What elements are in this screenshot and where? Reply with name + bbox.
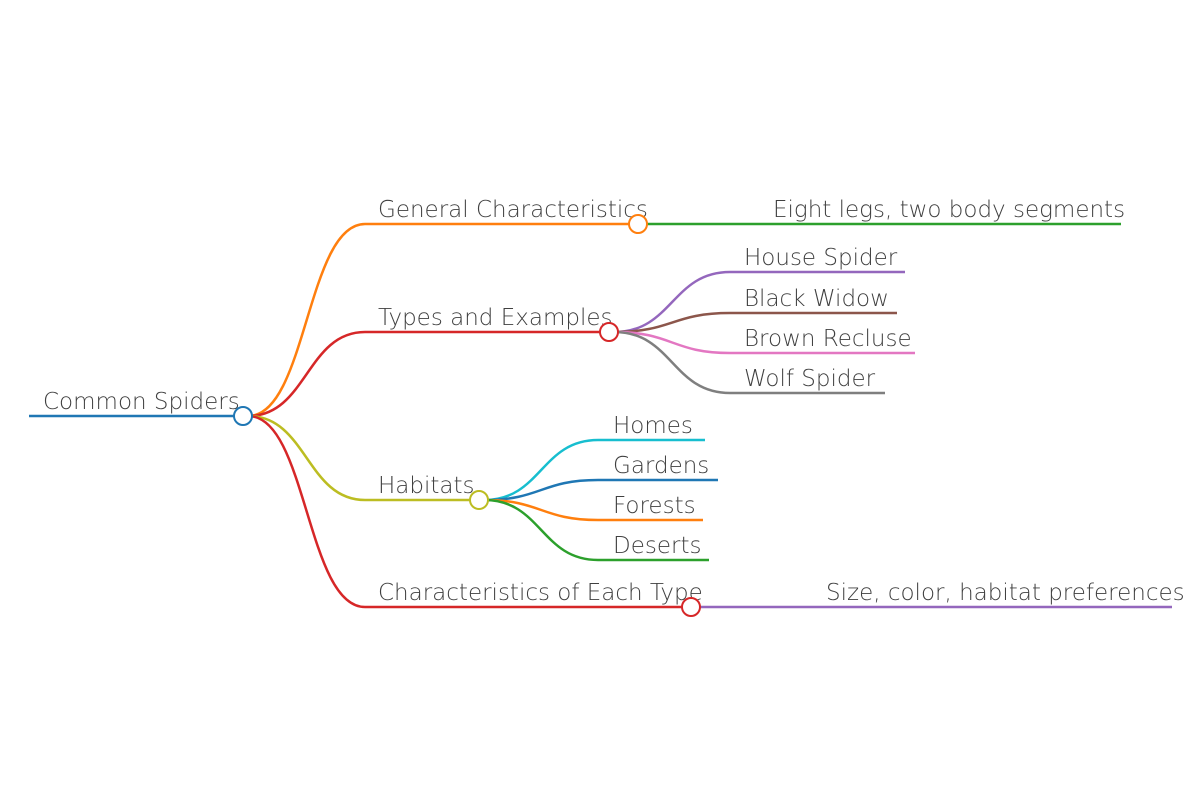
child-label-black-widow: Black Widow [744, 286, 889, 312]
collapse-toggle-characteristics-of-each-type[interactable] [681, 597, 701, 617]
child-label-size-color-habitat-preferences: Size, color, habitat preferences [826, 580, 1185, 606]
child-label-eight-legs-two-body-segments: Eight legs, two body segments [773, 197, 1125, 223]
child-label-forests: Forests [613, 493, 696, 519]
branch-label-habitats: Habitats [378, 473, 475, 499]
edge-to-homes [484, 438, 599, 502]
child-label-homes: Homes [613, 413, 693, 439]
branch-label-types-and-examples: Types and Examples [378, 305, 612, 331]
edge-root-to-habitats [248, 414, 366, 502]
mind-map-nodes: Common Spiders General Characteristics Eig… [43, 197, 1185, 617]
collapse-toggle-general-characteristics[interactable] [628, 214, 648, 234]
collapse-toggle-habitats[interactable] [469, 490, 489, 510]
edge-to-black-widow [614, 311, 731, 334]
child-label-brown-recluse: Brown Recluse [744, 326, 912, 352]
root-label: Common Spiders [43, 389, 240, 415]
mind-map-edges [29, 222, 1172, 609]
branch-label-general-characteristics: General Characteristics [378, 197, 648, 223]
child-label-house-spider: House Spider [744, 245, 898, 271]
edge-root-to-characteristics-of-each-type [248, 414, 366, 609]
collapse-toggle-types-and-examples[interactable] [599, 322, 619, 342]
collapse-toggle-root[interactable] [233, 406, 253, 426]
branch-label-characteristics-of-each-type: Characteristics of Each Type [378, 580, 703, 606]
edge-to-deserts [484, 498, 599, 562]
child-label-wolf-spider: Wolf Spider [744, 366, 876, 392]
child-label-gardens: Gardens [613, 453, 709, 479]
edge-root-to-general-characteristics [248, 222, 366, 418]
edge-to-wolf-spider [614, 330, 731, 395]
child-label-deserts: Deserts [613, 533, 701, 559]
edge-root-to-types-and-examples [248, 330, 366, 418]
edge-to-gardens [484, 478, 599, 502]
edge-to-house-spider [614, 270, 731, 334]
